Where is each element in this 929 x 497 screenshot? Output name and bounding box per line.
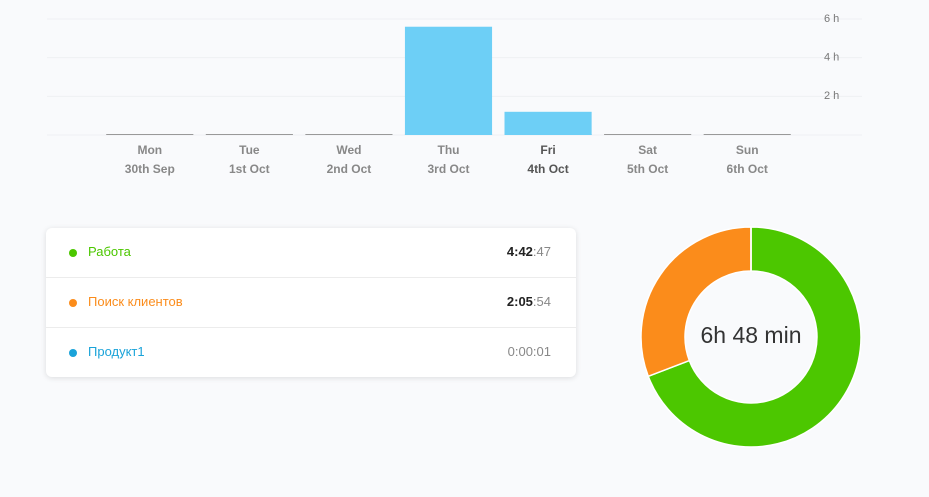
- entry-row[interactable]: Продукт1 0:00:01: [46, 328, 576, 377]
- entry-dot: [69, 299, 77, 307]
- y-tick-label: 4 h: [824, 52, 839, 64]
- bar: [504, 111, 592, 135]
- x-tick-label: Thu: [438, 143, 460, 157]
- entry-dot: [69, 349, 77, 357]
- x-tick-date: 4th Oct: [527, 162, 568, 176]
- y-tick-label: 6 h: [824, 13, 839, 25]
- entry-name: Продукт1: [88, 344, 145, 359]
- time-main: 4:42: [506, 244, 533, 259]
- x-tick-label: Mon: [137, 143, 162, 157]
- bar: [404, 26, 493, 135]
- x-tick-label: Fri: [540, 143, 555, 157]
- x-tick-label: Wed: [336, 143, 361, 157]
- entry-time: 4:42:47: [507, 244, 551, 259]
- entry-row[interactable]: Работа 4:42:47: [46, 228, 576, 278]
- x-tick-label: Tue: [239, 143, 260, 157]
- entry-row[interactable]: Поиск клиентов 2:05:54: [46, 278, 576, 328]
- x-tick-date: 6th Oct: [727, 162, 768, 176]
- time-seconds: :47: [532, 244, 551, 259]
- x-tick-date: 30th Sep: [125, 162, 175, 176]
- entry-dot: [69, 249, 77, 257]
- entry-time: 0:00:01: [507, 344, 551, 359]
- x-tick-date: 5th Oct: [627, 162, 668, 176]
- donut-segment: [647, 226, 862, 448]
- x-tick-label: Sat: [638, 143, 657, 157]
- x-tick-date: 2nd Oct: [327, 162, 372, 176]
- entry-name: Работа: [88, 244, 131, 259]
- donut-segment: [640, 226, 752, 378]
- bar-chart: 2 h 4 h 6 h Mon 30th Sep Tue 1st Oct Wed 2nd Oct…: [47, 13, 862, 176]
- donut-center-label: 6h 48 min: [700, 322, 801, 348]
- x-tick-date: 3rd Oct: [427, 162, 469, 176]
- entry-time: 2:05:54: [507, 294, 551, 309]
- x-tick-date: 1st Oct: [229, 162, 270, 176]
- entry-name: Поиск клиентов: [88, 294, 183, 309]
- x-tick-label: Sun: [736, 143, 759, 157]
- entries-card: Работа 4:42:47 Поиск клиентов 2:05:54 Продук…: [46, 228, 576, 377]
- time-seconds: :54: [532, 294, 551, 309]
- y-tick-label: 2 h: [824, 90, 839, 102]
- time-main: 2:05: [506, 294, 533, 309]
